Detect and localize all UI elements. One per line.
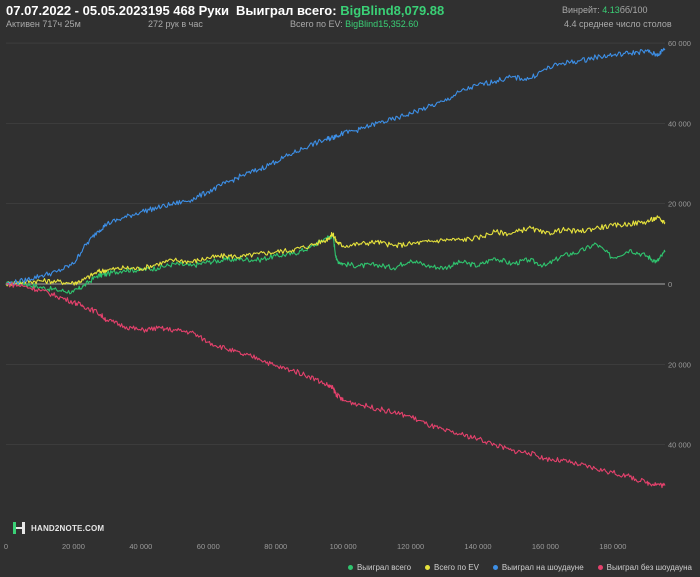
y-tick-label: 20 000 bbox=[668, 360, 691, 369]
winrate-unit: бб/100 bbox=[619, 5, 648, 15]
x-tick-label: 160 000 bbox=[532, 542, 559, 551]
x-axis-ticks: 0 20 000 40 000 60 000 80 000 100 000 120 000 1… bbox=[4, 542, 626, 551]
series-line-1 bbox=[5, 215, 666, 287]
legend-dot-icon bbox=[492, 565, 498, 570]
x-tick-label: 80 000 bbox=[264, 542, 287, 551]
logo-text: HAND2NOTE.COM bbox=[31, 523, 105, 533]
legend-label: Выиграл на шоудауне bbox=[501, 563, 584, 572]
legend-item[interactable]: Выиграл всего bbox=[347, 563, 412, 572]
x-tick-label: 100 000 bbox=[330, 542, 357, 551]
avg-tables: 4.4 среднее число столов bbox=[564, 19, 672, 29]
series-line-0 bbox=[5, 233, 666, 295]
won-total-label: Выиграл всего: bbox=[236, 3, 337, 18]
y-tick-label: 40 000 bbox=[668, 441, 691, 450]
winrate-value: 4.13 bbox=[602, 5, 620, 15]
legend-item[interactable]: Выиграл на шоудауне bbox=[492, 563, 584, 572]
ev-total-label: Всего по EV: bbox=[290, 19, 343, 29]
x-tick-label: 180 000 bbox=[599, 542, 626, 551]
legend-item[interactable]: Всего по EV bbox=[425, 563, 479, 572]
hands-per-hour: 272 рук в час bbox=[148, 19, 203, 29]
won-total: Выиграл всего: BigBlind8,079.88 bbox=[236, 3, 444, 18]
legend-dot-icon bbox=[425, 565, 431, 570]
y-tick-label: 60 000 bbox=[668, 39, 691, 48]
x-tick-label: 40 000 bbox=[129, 542, 152, 551]
y-axis-ticks: 60 000 40 000 20 000 0 20 000 40 000 bbox=[668, 39, 691, 450]
active-time: Активен 717ч 25м bbox=[6, 19, 81, 29]
legend: Выиграл всего Всего по EV Выиграл на шоуда… bbox=[347, 563, 692, 572]
legend-dot-icon bbox=[347, 565, 353, 570]
winrate: Винрейт: 4.13бб/100 bbox=[562, 5, 648, 15]
legend-item[interactable]: Выиграл без шоудауна bbox=[597, 563, 692, 572]
x-tick-label: 120 000 bbox=[397, 542, 424, 551]
x-tick-label: 0 bbox=[4, 542, 8, 551]
ev-total: Всего по EV: BigBlind15,352.60 bbox=[290, 19, 418, 29]
won-total-value: BigBlind8,079.88 bbox=[340, 3, 445, 18]
winrate-label: Винрейт: bbox=[562, 5, 600, 15]
grid-lines bbox=[6, 42, 665, 445]
series-line-3 bbox=[5, 282, 666, 489]
x-tick-label: 20 000 bbox=[62, 542, 85, 551]
y-tick-label: 40 000 bbox=[668, 119, 691, 128]
hands-count: 195 468 Руки bbox=[148, 3, 230, 18]
legend-dot-icon bbox=[597, 565, 603, 570]
legend-label: Выиграл всего bbox=[356, 563, 412, 572]
x-tick-label: 60 000 bbox=[197, 542, 220, 551]
y-tick-label: 0 bbox=[668, 280, 672, 289]
legend-label: Всего по EV bbox=[434, 563, 479, 572]
hand2note-logo: HAND2NOTE.COM bbox=[12, 521, 104, 535]
ev-total-value: BigBlind15,352.60 bbox=[345, 19, 419, 29]
y-tick-label: 20 000 bbox=[668, 200, 691, 209]
x-tick-label: 140 000 bbox=[464, 542, 491, 551]
legend-label: Выиграл без шоудауна bbox=[606, 563, 692, 572]
date-range: 07.07.2022 - 05.05.2023 bbox=[6, 3, 148, 18]
hand2note-logo-icon bbox=[13, 522, 25, 534]
series-line-2 bbox=[5, 47, 666, 286]
series-lines bbox=[5, 47, 666, 489]
